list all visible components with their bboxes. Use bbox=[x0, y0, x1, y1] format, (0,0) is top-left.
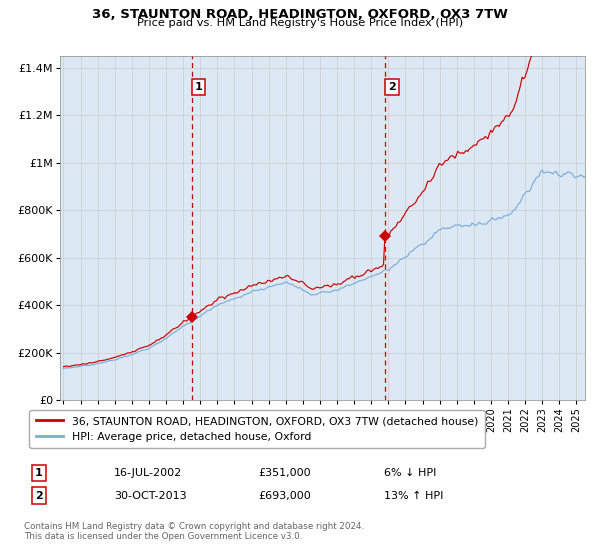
Text: 2: 2 bbox=[388, 82, 396, 92]
Text: Price paid vs. HM Land Registry's House Price Index (HPI): Price paid vs. HM Land Registry's House … bbox=[137, 18, 463, 29]
Text: £693,000: £693,000 bbox=[258, 491, 311, 501]
Text: 2: 2 bbox=[35, 491, 43, 501]
Text: Contains HM Land Registry data © Crown copyright and database right 2024.
This d: Contains HM Land Registry data © Crown c… bbox=[24, 522, 364, 542]
Text: 1: 1 bbox=[35, 468, 43, 478]
Text: £351,000: £351,000 bbox=[258, 468, 311, 478]
Text: 6% ↓ HPI: 6% ↓ HPI bbox=[384, 468, 436, 478]
Text: 1: 1 bbox=[195, 82, 203, 92]
Legend: 36, STAUNTON ROAD, HEADINGTON, OXFORD, OX3 7TW (detached house), HPI: Average pr: 36, STAUNTON ROAD, HEADINGTON, OXFORD, O… bbox=[29, 410, 485, 448]
Text: 36, STAUNTON ROAD, HEADINGTON, OXFORD, OX3 7TW: 36, STAUNTON ROAD, HEADINGTON, OXFORD, O… bbox=[92, 8, 508, 21]
Text: 30-OCT-2013: 30-OCT-2013 bbox=[114, 491, 187, 501]
Text: 16-JUL-2002: 16-JUL-2002 bbox=[114, 468, 182, 478]
Text: 13% ↑ HPI: 13% ↑ HPI bbox=[384, 491, 443, 501]
